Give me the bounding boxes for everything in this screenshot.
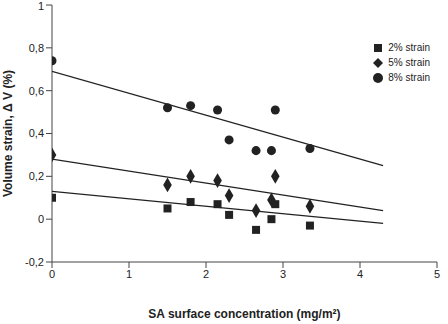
html-text:2% strain: 2% strain — [388, 42, 430, 53]
svg-text:1: 1 — [126, 268, 132, 280]
svg-text:4: 4 — [357, 268, 363, 280]
svg-text:0,8: 0,8 — [29, 42, 44, 54]
svg-text:0: 0 — [49, 268, 55, 280]
html-text:8% strain: 8% strain — [388, 72, 430, 83]
svg-text:0,2: 0,2 — [29, 170, 44, 182]
svg-text:0: 0 — [38, 213, 44, 225]
svg-text:Volume strain, Δ V (%): Volume strain, Δ V (%) — [8, 70, 15, 197]
svg-text:3: 3 — [280, 268, 286, 280]
svg-text:0,6: 0,6 — [29, 85, 44, 97]
svg-text:2: 2 — [203, 268, 209, 280]
svg-text:SA surface concentration (mg/m: SA surface concentration (mg/m²) — [148, 307, 340, 321]
svg-text:0,4: 0,4 — [29, 127, 44, 139]
svg-text:1: 1 — [38, 0, 44, 12]
svg-text:-0,2: -0,2 — [25, 256, 44, 268]
html-text:5% strain: 5% strain — [388, 57, 430, 68]
svg-text:5: 5 — [434, 268, 440, 280]
